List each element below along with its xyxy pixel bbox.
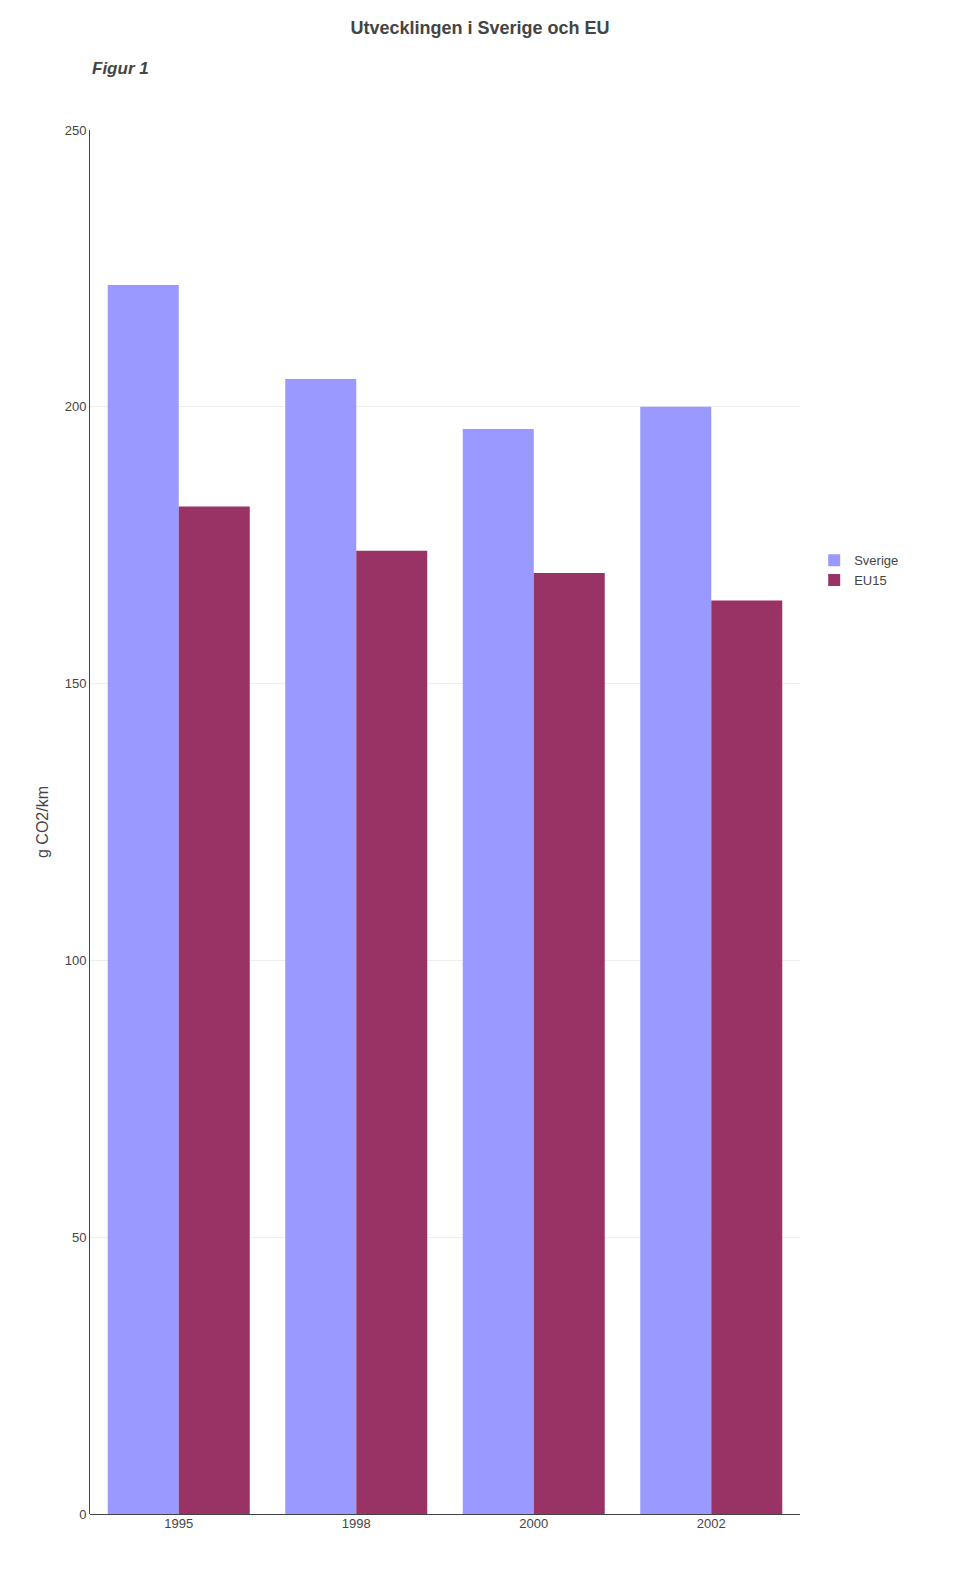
svg-text:50: 50 [72, 1230, 86, 1245]
svg-text:Utvecklingen i Sverige och EU: Utvecklingen i Sverige och EU [350, 18, 609, 38]
svg-text:Sverige: Sverige [854, 553, 898, 568]
svg-text:150: 150 [65, 676, 87, 691]
svg-text:100: 100 [65, 953, 87, 968]
svg-text:1995: 1995 [164, 1516, 193, 1531]
svg-text:2002: 2002 [697, 1516, 726, 1531]
svg-text:0: 0 [79, 1507, 86, 1522]
svg-text:250: 250 [65, 123, 87, 138]
svg-text:EU15: EU15 [854, 573, 887, 588]
svg-text:g CO2/km: g CO2/km [34, 786, 51, 858]
svg-text:1998: 1998 [342, 1516, 371, 1531]
svg-text:200: 200 [65, 399, 87, 414]
svg-text:Figur 1: Figur 1 [92, 59, 149, 78]
svg-text:2000: 2000 [519, 1516, 548, 1531]
